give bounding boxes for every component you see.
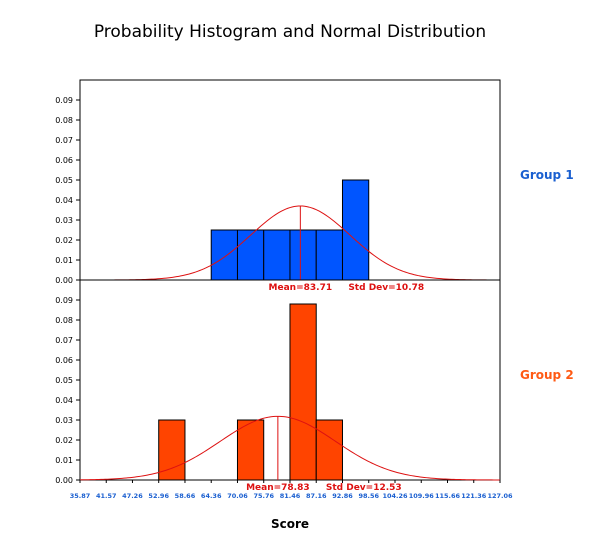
y-tick-label: 0.03 bbox=[55, 216, 73, 225]
y-tick-label: 0.07 bbox=[55, 136, 73, 145]
x-tick-label: 41.57 bbox=[96, 492, 117, 500]
y-tick-label: 0.01 bbox=[55, 456, 73, 465]
histogram-bar bbox=[289, 229, 317, 281]
chart-title: Probability Histogram and Normal Distrib… bbox=[93, 22, 487, 42]
y-tick-label: 0.09 bbox=[55, 96, 73, 105]
y-tick-label: 0.09 bbox=[55, 296, 73, 305]
x-tick-label: 70.06 bbox=[227, 492, 248, 500]
y-tick-label: 0.04 bbox=[55, 396, 73, 405]
y-tick-label: 0.06 bbox=[55, 156, 73, 165]
y-tick-label: 0.08 bbox=[55, 316, 73, 325]
x-tick-label: 87.16 bbox=[306, 492, 327, 500]
x-axis-label: Score bbox=[270, 517, 310, 531]
y-tick-label: 0.01 bbox=[55, 256, 73, 265]
y-tick-label: 0.03 bbox=[55, 416, 73, 425]
std-dev-label: Std Dev=12.53 bbox=[326, 483, 402, 493]
histogram-bar bbox=[158, 419, 186, 481]
x-tick-label: 104.26 bbox=[382, 492, 408, 500]
x-tick-label: 58.66 bbox=[175, 492, 196, 500]
y-tick-label: 0.00 bbox=[55, 476, 73, 485]
y-tick-label: 0.05 bbox=[55, 376, 73, 385]
x-tick-label: 121.36 bbox=[461, 492, 487, 500]
histogram-bar bbox=[341, 179, 370, 281]
y-tick-label: 0.02 bbox=[55, 236, 73, 245]
mean-label: Mean=83.71 bbox=[269, 283, 333, 293]
y-tick-label: 0.08 bbox=[55, 116, 73, 125]
x-tick-label: 35.87 bbox=[70, 492, 91, 500]
x-tick-label: 52.96 bbox=[148, 492, 169, 500]
y-tick-label: 0.00 bbox=[55, 276, 73, 285]
y-tick-label: 0.07 bbox=[55, 336, 73, 345]
x-tick-label: 92.86 bbox=[332, 492, 353, 500]
group-1-label: Group 1 bbox=[520, 168, 574, 182]
normal-curve bbox=[80, 205, 501, 281]
x-tick-label: 47.26 bbox=[122, 492, 143, 500]
x-tick-label: 81.46 bbox=[280, 492, 301, 500]
normal-curve bbox=[79, 415, 500, 481]
mean-label: Mean=78.83 bbox=[246, 483, 310, 493]
x-tick-label: 127.06 bbox=[487, 492, 513, 500]
histogram-bar bbox=[289, 303, 317, 481]
y-tick-label: 0.04 bbox=[55, 196, 73, 205]
std-dev-label: Std Dev=10.78 bbox=[348, 283, 424, 293]
histogram-bar bbox=[210, 229, 238, 281]
histogram-bar bbox=[315, 229, 343, 281]
y-tick-label: 0.06 bbox=[55, 356, 73, 365]
x-tick-label: 109.96 bbox=[409, 492, 435, 500]
y-tick-label: 0.02 bbox=[55, 436, 73, 445]
x-tick-label: 64.36 bbox=[201, 492, 222, 500]
group-2-label: Group 2 bbox=[520, 368, 574, 382]
y-tick-label: 0.05 bbox=[55, 176, 73, 185]
x-tick-label: 115.66 bbox=[435, 492, 461, 500]
x-tick-label: 75.76 bbox=[253, 492, 274, 500]
histogram-bar bbox=[236, 229, 265, 281]
histogram-bar bbox=[263, 229, 291, 281]
histogram-bar bbox=[236, 419, 265, 481]
x-tick-label: 98.56 bbox=[358, 492, 379, 500]
histogram-bar bbox=[315, 419, 343, 481]
